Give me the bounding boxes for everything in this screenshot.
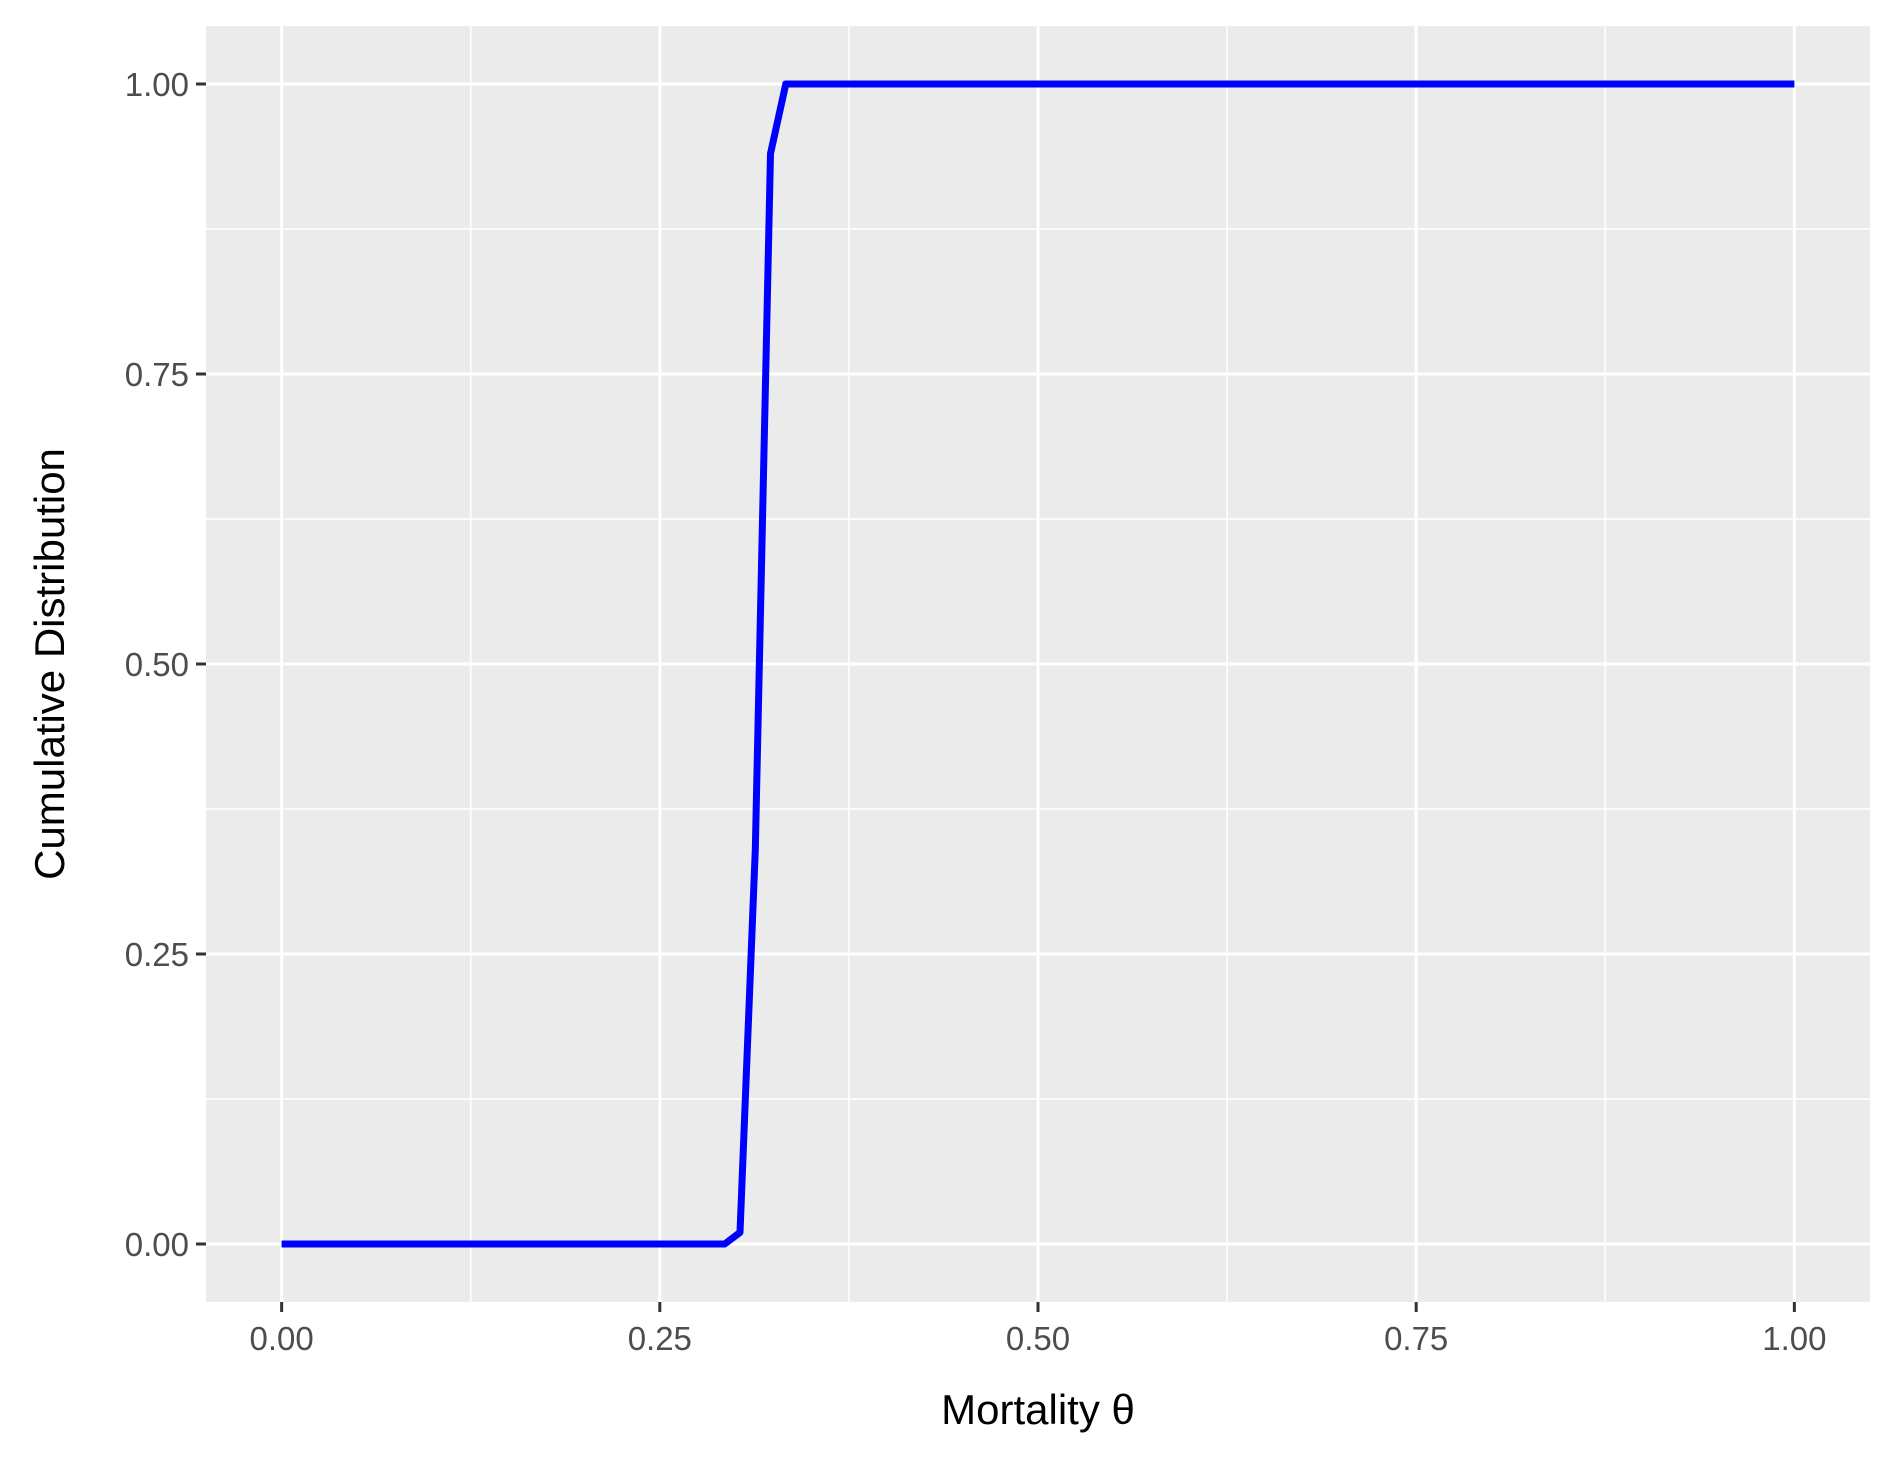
series-layer	[281, 80, 1795, 1248]
x-tick-label: 1.00	[1762, 1320, 1826, 1357]
series-line-0	[281, 80, 1795, 1248]
x-tick-label: 0.25	[628, 1320, 692, 1357]
y-tick-label: 0.50	[125, 646, 189, 683]
axis-ticks	[196, 82, 1796, 1312]
y-tick-label: 0.00	[125, 1226, 189, 1263]
x-tick-labels: 0.00 0.25 0.50 0.75 1.00	[250, 1320, 1827, 1357]
y-tick-label: 0.75	[125, 356, 189, 393]
y-tick-labels: 0.00 0.25 0.50 0.75 1.00	[125, 66, 189, 1263]
grid-major	[206, 26, 1870, 1302]
x-tick-label: 0.00	[250, 1320, 314, 1357]
x-tick-label: 0.50	[1006, 1320, 1070, 1357]
x-tick-label: 0.75	[1384, 1320, 1448, 1357]
y-tick-label: 1.00	[125, 66, 189, 103]
y-axis-title: Cumulative Distribution	[26, 448, 73, 880]
y-tick-label: 0.25	[125, 936, 189, 973]
x-axis-title: Mortality θ	[941, 1386, 1135, 1433]
